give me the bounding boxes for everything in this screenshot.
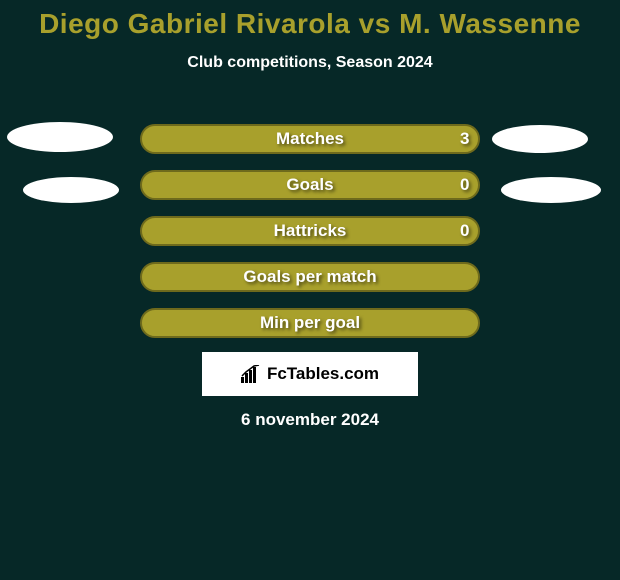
stat-bar (140, 308, 480, 338)
stat-bar (140, 124, 480, 154)
decorative-ellipse (501, 177, 601, 203)
stat-bar (140, 262, 480, 292)
decorative-ellipse (23, 177, 119, 203)
bar-chart-icon (241, 365, 261, 383)
decorative-ellipse (492, 125, 588, 153)
stat-row: Hattricks0 (0, 216, 620, 246)
page-title: Diego Gabriel Rivarola vs M. Wassenne (0, 0, 620, 40)
generated-date: 6 november 2024 (0, 410, 620, 430)
stat-row: Min per goal (0, 308, 620, 338)
stat-rows: Matches3Goals0Hattricks0Goals per matchM… (0, 124, 620, 354)
decorative-ellipse (7, 122, 113, 152)
stat-row: Goals per match (0, 262, 620, 292)
stat-bar (140, 170, 480, 200)
h2h-infographic: Diego Gabriel Rivarola vs M. Wassenne Cl… (0, 0, 620, 580)
stat-bar (140, 216, 480, 246)
subtitle: Club competitions, Season 2024 (0, 54, 620, 72)
branding-badge: FcTables.com (202, 352, 418, 396)
branding-text: FcTables.com (267, 364, 379, 384)
